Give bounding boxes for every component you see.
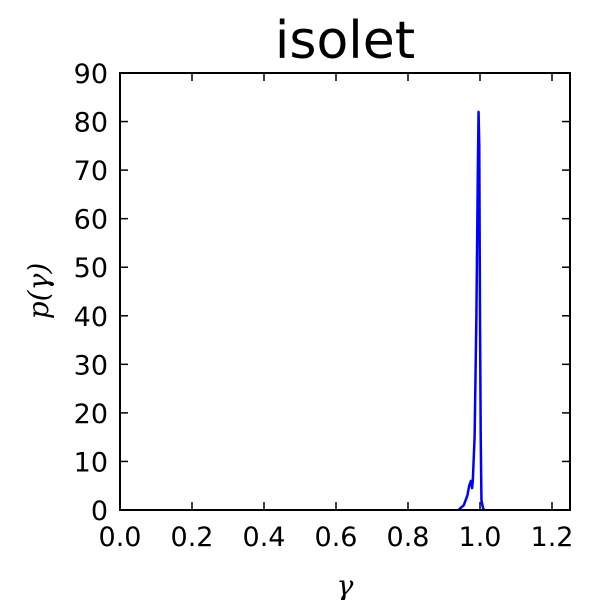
plot-series xyxy=(457,110,486,511)
y-tick-label: 30 xyxy=(74,350,108,381)
x-axis-label: γ xyxy=(337,569,354,600)
y-tick-label: 40 xyxy=(74,302,108,333)
chart-title: isolet xyxy=(275,11,415,71)
y-tick-label: 0 xyxy=(91,496,108,527)
y-axis-label: p(γ) xyxy=(22,263,55,320)
y-tick-label: 50 xyxy=(74,253,108,284)
x-tick-label: 0.4 xyxy=(243,522,286,553)
x-tick-label: 0.0 xyxy=(99,522,142,553)
plot-frame xyxy=(119,72,571,511)
y-tick-label: 80 xyxy=(74,108,108,139)
x-tick-label: 1.0 xyxy=(459,522,502,553)
y-tick-label: 70 xyxy=(74,156,108,187)
series-line xyxy=(457,110,486,511)
x-tick-label: 0.6 xyxy=(315,522,358,553)
y-tick-label: 60 xyxy=(74,205,108,236)
x-tick-label: 1.2 xyxy=(531,522,574,553)
y-tick-label: 90 xyxy=(74,59,108,90)
y-tick-label: 10 xyxy=(74,447,108,478)
y-tick-label: 20 xyxy=(74,399,108,430)
x-tick-label: 0.2 xyxy=(171,522,214,553)
x-tick-label: 0.8 xyxy=(387,522,430,553)
tick-group: 0.0 0.2 0.4 0.6 0.8 1.0 1.2 0 10 20 30 40 50 60 70 80 90 xyxy=(74,59,574,553)
